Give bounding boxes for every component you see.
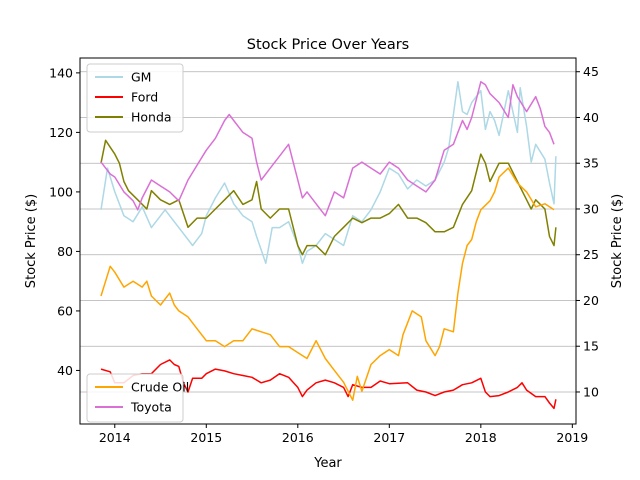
series-line-honda [100, 139, 557, 256]
y-axis-left: 40 60 80 100 120 140 [49, 65, 80, 378]
y-axis-label-left: Stock Price ($) [24, 194, 39, 288]
y-tick-label-right: 40 [583, 110, 599, 125]
y-tick-label-right: 10 [583, 384, 599, 399]
legend-label: GM [131, 70, 151, 85]
y-tick-label-left: 100 [49, 184, 73, 199]
x-tick-label: 2017 [373, 430, 405, 445]
y-tick-label-right: 45 [583, 64, 599, 79]
y-tick-label-left: 80 [57, 244, 73, 259]
y-axis-label-right: Stock Price ($) [610, 194, 625, 288]
y-tick-label-right: 25 [583, 247, 599, 262]
chart-title: Stock Price Over Years [247, 37, 409, 53]
y-tick-label-right: 15 [583, 339, 599, 354]
x-tick-label: 2014 [99, 430, 131, 445]
series-line-ford [100, 359, 557, 410]
y-tick-label-left: 120 [49, 125, 73, 140]
y-tick-label-right: 30 [583, 201, 599, 216]
y-axis-right: 10 15 20 25 30 35 40 45 [576, 64, 599, 399]
series-lines [100, 81, 557, 410]
legend-label: Honda [131, 110, 172, 125]
x-axis: 2014 2015 2016 2017 2018 2019 [99, 424, 588, 445]
y-tick-label-left: 40 [57, 363, 73, 378]
y-tick-label-left: 60 [57, 303, 73, 318]
legend-label: Ford [131, 90, 158, 105]
legend-label: Crude Oil [131, 380, 189, 395]
x-tick-label: 2018 [465, 430, 497, 445]
y-tick-label-left: 140 [49, 65, 73, 80]
x-tick-label: 2016 [282, 430, 314, 445]
series-line-crude-oil [100, 167, 555, 401]
legend-upper-left: GM Ford Honda [86, 63, 184, 133]
x-axis-label: Year [313, 456, 342, 471]
series-line-gm [100, 81, 557, 265]
y-tick-label-right: 35 [583, 156, 599, 171]
legend-label: Toyota [130, 400, 172, 415]
plot-frame [79, 57, 577, 425]
legend-box [86, 63, 184, 133]
legend-lower-left: Crude Oil Toyota [86, 373, 189, 423]
y-tick-label-right: 20 [583, 293, 599, 308]
x-tick-label: 2019 [556, 430, 588, 445]
x-tick-label: 2015 [190, 430, 222, 445]
series-line-toyota [100, 81, 555, 217]
